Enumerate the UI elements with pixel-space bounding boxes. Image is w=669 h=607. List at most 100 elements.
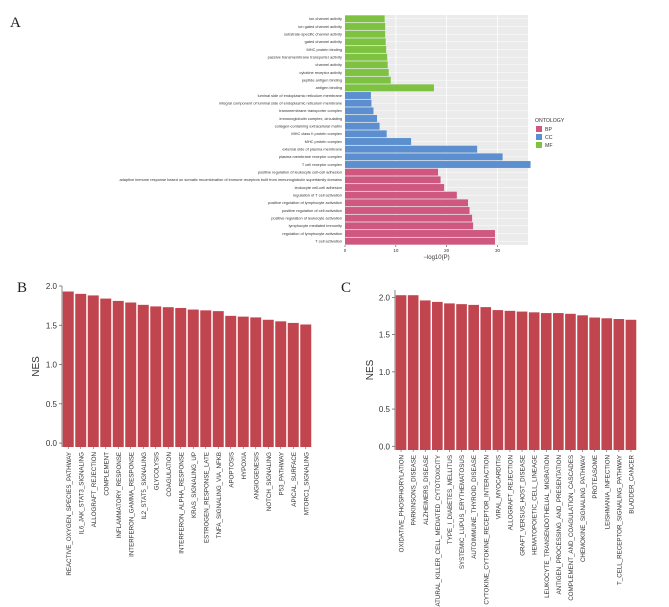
bar-a-22 (345, 184, 445, 191)
label-a-18: plasma membrane receptor complex (279, 154, 342, 159)
label-b-16: NOTCH_SIGNALING (266, 452, 273, 511)
tick-label-c-y-4: 2.0 (379, 293, 391, 302)
label-b-7: GLYCOLYSIS (153, 452, 160, 490)
tick-label-a-x-1: 10 (393, 248, 399, 253)
bar-c-19 (625, 319, 637, 450)
bar-b-8 (162, 307, 174, 447)
bar-c-15 (577, 315, 588, 450)
bar-a-25 (345, 207, 470, 214)
bar-b-12 (212, 311, 224, 447)
label-c-3: NATURAL_KILLER_CELL_MEDIATED_CYTOTOXICIT… (435, 455, 442, 607)
label-b-12: TNFA_SIGNALING_VIA_NFKB (216, 452, 223, 538)
tick-label-b-y-4: 2.0 (46, 282, 58, 291)
bar-a-11 (345, 99, 372, 107)
label-a-12: transmembrane transporter complex (279, 108, 342, 113)
bar-b-0 (62, 291, 74, 447)
tick-label-c-y-0: 0.0 (379, 442, 391, 451)
bar-a-17 (345, 145, 478, 153)
label-a-4: MHC protein binding (307, 47, 342, 52)
tick-label-b-y-0: 0.0 (46, 439, 58, 448)
bar-b-5 (125, 302, 137, 447)
label-b-10: KRAS_SIGNALING_UP (191, 452, 198, 518)
label-b-1: IL6_JAK_STAT3_SIGNALING (78, 452, 85, 534)
bar-b-19 (300, 324, 312, 447)
label-b-8: COAGULATION (166, 452, 173, 497)
label-a-6: channel activity (315, 62, 342, 67)
bar-b-13 (225, 315, 237, 447)
bar-a-27 (345, 222, 474, 230)
bar-b-14 (237, 316, 249, 447)
tick-label-c-y-1: 0.5 (379, 405, 391, 414)
label-c-9: ALLOGRAFT_REJECTION (507, 455, 514, 530)
bar-a-26 (345, 214, 473, 222)
label-a-11: integral component of luminal side of en… (219, 100, 342, 105)
legend-a-label-BP: BP (545, 127, 552, 133)
label-a-14: collagen-containing extracellular matrix (275, 123, 342, 128)
chart-a-go-enrichment: 0 10 20 30 ion channel activity ion gated cha… (119, 15, 565, 261)
bar-a-8 (345, 76, 391, 84)
label-c-16: PROTEASOME (592, 455, 599, 499)
bar-b-3 (100, 298, 112, 447)
label-b-9: INTERFERON_ALPHA_RESPONSE (178, 452, 185, 554)
label-c-10: GRAFT_VERSUS_HOST_DISEASE (520, 455, 527, 556)
bar-a-0 (345, 15, 385, 23)
bar-b-11 (200, 310, 212, 447)
legend-a-swatch-MF (536, 142, 542, 148)
bar-c-6 (468, 304, 479, 450)
label-a-1: ion gated channel activity (298, 24, 342, 29)
label-c-7: CYTOKINE_CYTOKINE_RECEPTOR_INTERACTION (483, 455, 490, 605)
label-b-11: ESTROGEN_RESPONSE_LATE (203, 452, 210, 543)
bar-c-18 (613, 319, 625, 450)
label-a-0: ion channel activity (309, 16, 342, 21)
legend-a-label-CC: CC (545, 135, 553, 141)
bar-b-1 (75, 293, 87, 447)
bar-a-19 (345, 161, 531, 168)
label-b-14: HYPOXIA (241, 451, 248, 479)
bar-c-9 (504, 310, 516, 450)
label-b-4: INFLAMMATORY_RESPONSE (116, 452, 123, 538)
label-b-0: REACTIVE_OXYGEN_SPECIES_PATHWAY (66, 452, 73, 576)
label-b-17: P53_PATHWAY (278, 452, 285, 495)
bar-c-14 (565, 313, 576, 450)
label-a-23: regulation of T cell activation (293, 192, 342, 197)
label-a-3: gated channel activity (305, 39, 342, 44)
bar-a-14 (345, 122, 380, 130)
label-a-10: luminal side of endoplasmic reticulum me… (258, 93, 342, 98)
bar-a-23 (345, 191, 457, 199)
bar-b-9 (175, 307, 187, 447)
bar-b-2 (87, 295, 99, 447)
label-a-24: positive regulation of lymphocyte activa… (268, 200, 342, 205)
bar-c-7 (480, 307, 492, 450)
label-c-1: PARKINSONS_DISEASE (411, 455, 418, 525)
label-c-14: COMPLEMENT_AND_COAGULATION_CASCADES (568, 455, 575, 601)
label-a-22: leukocyte cell-cell adhesion (295, 185, 342, 190)
label-a-2: substrate-specific channel activity (284, 31, 342, 36)
label-a-7: cytokine receptor activity (299, 70, 342, 75)
tick-label-c-y-2: 1.0 (379, 368, 391, 377)
bar-c-10 (516, 311, 528, 450)
label-b-15: ANGIOGENESIS (253, 452, 260, 499)
label-c-6: AUTOIMMUNE_THYROID_DISEASE (471, 455, 478, 559)
chart-c-kegg-nes: 0.0 0.5 1.0 1.5 2.0 OXIDATIVE_PHOSPHORYLATION… (365, 290, 637, 607)
tick-label-a-x-2: 20 (444, 248, 450, 253)
bar-a-15 (345, 130, 387, 138)
bar-c-13 (553, 313, 564, 450)
bar-c-5 (456, 304, 467, 450)
tick-label-a-x-0: 0 (344, 248, 347, 253)
label-a-26: positive regulation of leukocyte activat… (271, 215, 342, 220)
bar-b-4 (112, 300, 124, 447)
label-a-13: immunoglobulin complex, circulating (280, 116, 343, 121)
label-c-17: LEISHMANIA_INFECTION (604, 455, 611, 529)
label-b-13: APOPTOSIS (228, 452, 235, 488)
bar-a-24 (345, 199, 469, 207)
bar-c-12 (540, 313, 552, 450)
panel-a-letter: A (10, 15, 21, 31)
label-b-5: INTERFERON_GAMMA_RESPONSE (128, 452, 135, 557)
tick-label-a-x-3: 30 (495, 248, 501, 253)
label-c-12: LEUKOCYTE_TRANSENDOTHELIAL_MIGRATION (544, 455, 551, 598)
bar-a-13 (345, 115, 378, 122)
bar-a-29 (345, 237, 495, 245)
label-b-18: APICAL_SURFACE (291, 452, 298, 507)
legend-a-swatch-CC (536, 134, 542, 140)
